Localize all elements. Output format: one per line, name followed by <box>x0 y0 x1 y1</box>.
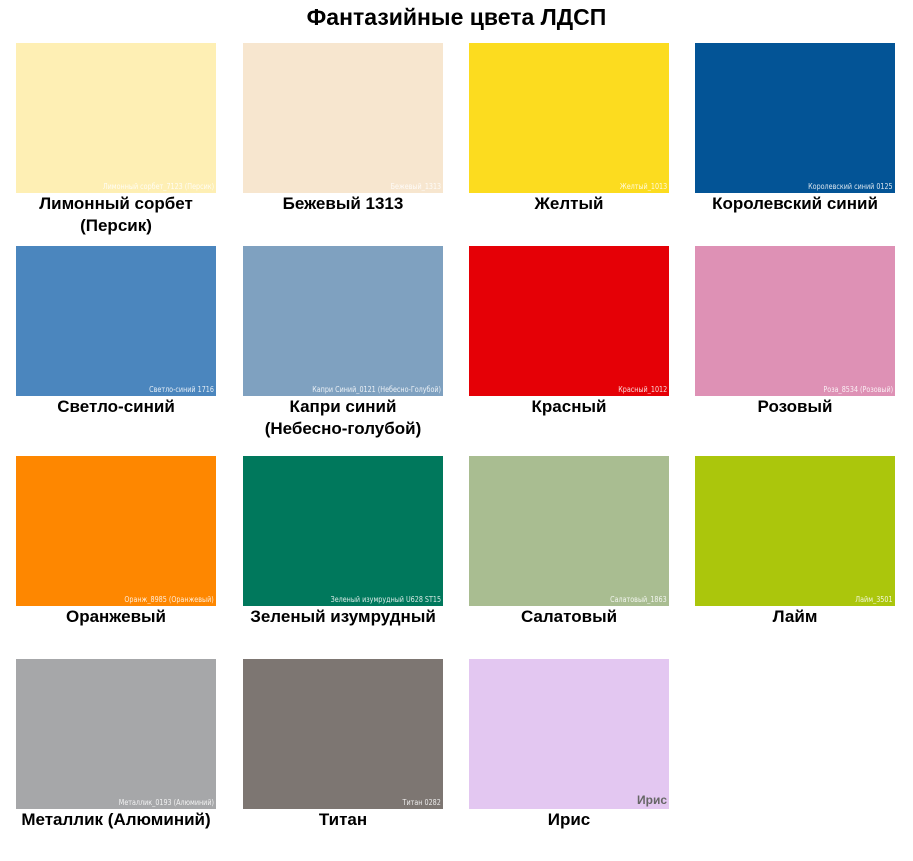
swatch-card: Оранж_8985 (Оранжевый) Оранжевый <box>16 456 244 628</box>
swatch-card: Красный_1012 Красный <box>469 246 697 418</box>
swatch-card: Салатовый_1863 Салатовый <box>469 456 697 628</box>
color-swatch: Ирис <box>469 659 669 809</box>
swatch-card: Ирис Ирис <box>469 659 697 831</box>
swatch-card: Капри Синий_0121 (Небесно-Голубой) Капри … <box>243 246 471 440</box>
color-swatch: Зеленый изумрудный U628 ST15 <box>243 456 443 606</box>
swatch-code: Желтый_1013 <box>619 182 667 191</box>
swatch-card: Королевский синий 0125 Королевский синий <box>695 43 913 215</box>
swatch-name: Красный <box>531 397 607 416</box>
swatch-code: Лайм_3501 <box>855 595 893 604</box>
color-swatch: Металлик_0193 (Алюминий) <box>16 659 216 809</box>
color-swatch: Желтый_1013 <box>469 43 669 193</box>
swatch-name: Оранжевый <box>65 607 167 626</box>
color-swatch: Королевский синий 0125 <box>695 43 895 193</box>
swatch-name: Салатовый <box>520 607 618 626</box>
swatch-card: Бежевый_1313 Бежевый 1313 <box>243 43 471 215</box>
swatch-card: Металлик_0193 (Алюминий) Металлик (Алюмин… <box>16 659 244 831</box>
swatch-name: Королевский синий <box>712 194 878 213</box>
color-swatch: Красный_1012 <box>469 246 669 396</box>
swatch-name: Титан <box>318 810 368 829</box>
swatch-code: Оранж_8985 (Оранжевый) <box>124 595 214 604</box>
swatch-code: Зеленый изумрудный U628 ST15 <box>330 595 441 604</box>
swatch-name: Металлик (Алюминий) <box>21 810 211 829</box>
color-swatch: Светло-синий 1716 <box>16 246 216 396</box>
swatch-name: Лимонный сорбет (Персик) <box>39 194 193 235</box>
swatch-card: Роза_8534 (Розовый) Розовый <box>695 246 913 418</box>
color-swatch: Лимонный сорбет_7123 (Персик) <box>16 43 216 193</box>
swatch-card: Лайм_3501 Лайм <box>695 456 913 628</box>
color-swatch: Салатовый_1863 <box>469 456 669 606</box>
swatch-code: Ирис <box>636 793 667 807</box>
swatch-code: Королевский синий 0125 <box>808 182 893 191</box>
swatch-code: Светло-синий 1716 <box>149 385 214 394</box>
page-title: Фантазийные цвета ЛДСП <box>306 4 607 30</box>
swatch-code: Лимонный сорбет_7123 (Персик) <box>102 182 214 191</box>
swatch-name: Ирис <box>547 810 591 829</box>
color-swatch: Оранж_8985 (Оранжевый) <box>16 456 216 606</box>
swatch-card: Титан 0282 Титан <box>243 659 471 831</box>
swatch-card: Лимонный сорбет_7123 (Персик) Лимонный со… <box>16 43 244 237</box>
swatch-code: Красный_1012 <box>618 385 667 394</box>
swatch-name: Розовый <box>757 397 833 416</box>
swatch-code: Титан 0282 <box>402 798 441 807</box>
swatch-name: Капри синий (Небесно-голубой) <box>264 397 422 438</box>
swatch-code: Бежевый_1313 <box>390 182 441 191</box>
swatch-card: Желтый_1013 Желтый <box>469 43 697 215</box>
swatch-name: Бежевый 1313 <box>282 194 404 213</box>
color-swatch: Лайм_3501 <box>695 456 895 606</box>
swatch-card: Зеленый изумрудный U628 ST15 Зеленый изум… <box>243 456 471 628</box>
color-swatch: Капри Синий_0121 (Небесно-Голубой) <box>243 246 443 396</box>
color-swatch: Титан 0282 <box>243 659 443 809</box>
swatch-card: Светло-синий 1716 Светло-синий <box>16 246 244 418</box>
swatch-code: Роза_8534 (Розовый) <box>823 385 893 394</box>
color-swatch: Роза_8534 (Розовый) <box>695 246 895 396</box>
swatch-name: Светло-синий <box>57 397 175 416</box>
swatch-code: Металлик_0193 (Алюминий) <box>118 798 214 807</box>
swatch-name: Желтый <box>534 194 604 213</box>
swatch-name: Зеленый изумрудный <box>250 607 436 626</box>
color-swatch: Бежевый_1313 <box>243 43 443 193</box>
swatch-name: Лайм <box>772 607 818 626</box>
swatch-code: Салатовый_1863 <box>610 595 667 604</box>
swatch-code: Капри Синий_0121 (Небесно-Голубой) <box>312 385 441 394</box>
